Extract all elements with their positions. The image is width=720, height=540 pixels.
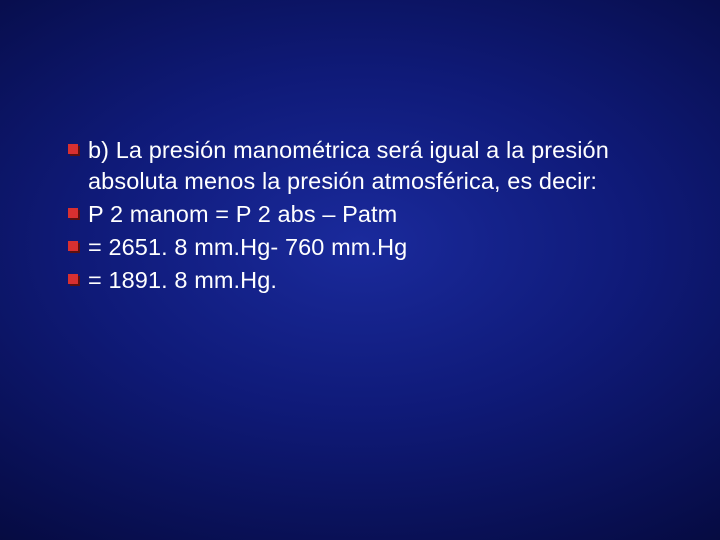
slide: b) La presión manométrica será igual a l…: [0, 0, 720, 540]
bullet-icon: [68, 208, 80, 220]
list-item: = 1891. 8 mm.Hg.: [68, 265, 660, 296]
item-text: P 2 manom = P 2 abs – Patm: [88, 199, 397, 230]
text-line: b) La presión manométrica será igual a l…: [88, 137, 609, 194]
bullet-icon: [68, 274, 80, 286]
list-item: b) La presión manométrica será igual a l…: [68, 135, 660, 197]
list-item: P 2 manom = P 2 abs – Patm: [68, 199, 660, 230]
content-area: b) La presión manométrica será igual a l…: [68, 135, 660, 298]
item-text: b) La presión manométrica será igual a l…: [88, 135, 660, 197]
bullet-icon: [68, 144, 80, 156]
bullet-icon: [68, 241, 80, 253]
list-item: = 2651. 8 mm.Hg- 760 mm.Hg: [68, 232, 660, 263]
item-text: = 2651. 8 mm.Hg- 760 mm.Hg: [88, 232, 407, 263]
item-text: = 1891. 8 mm.Hg.: [88, 265, 277, 296]
